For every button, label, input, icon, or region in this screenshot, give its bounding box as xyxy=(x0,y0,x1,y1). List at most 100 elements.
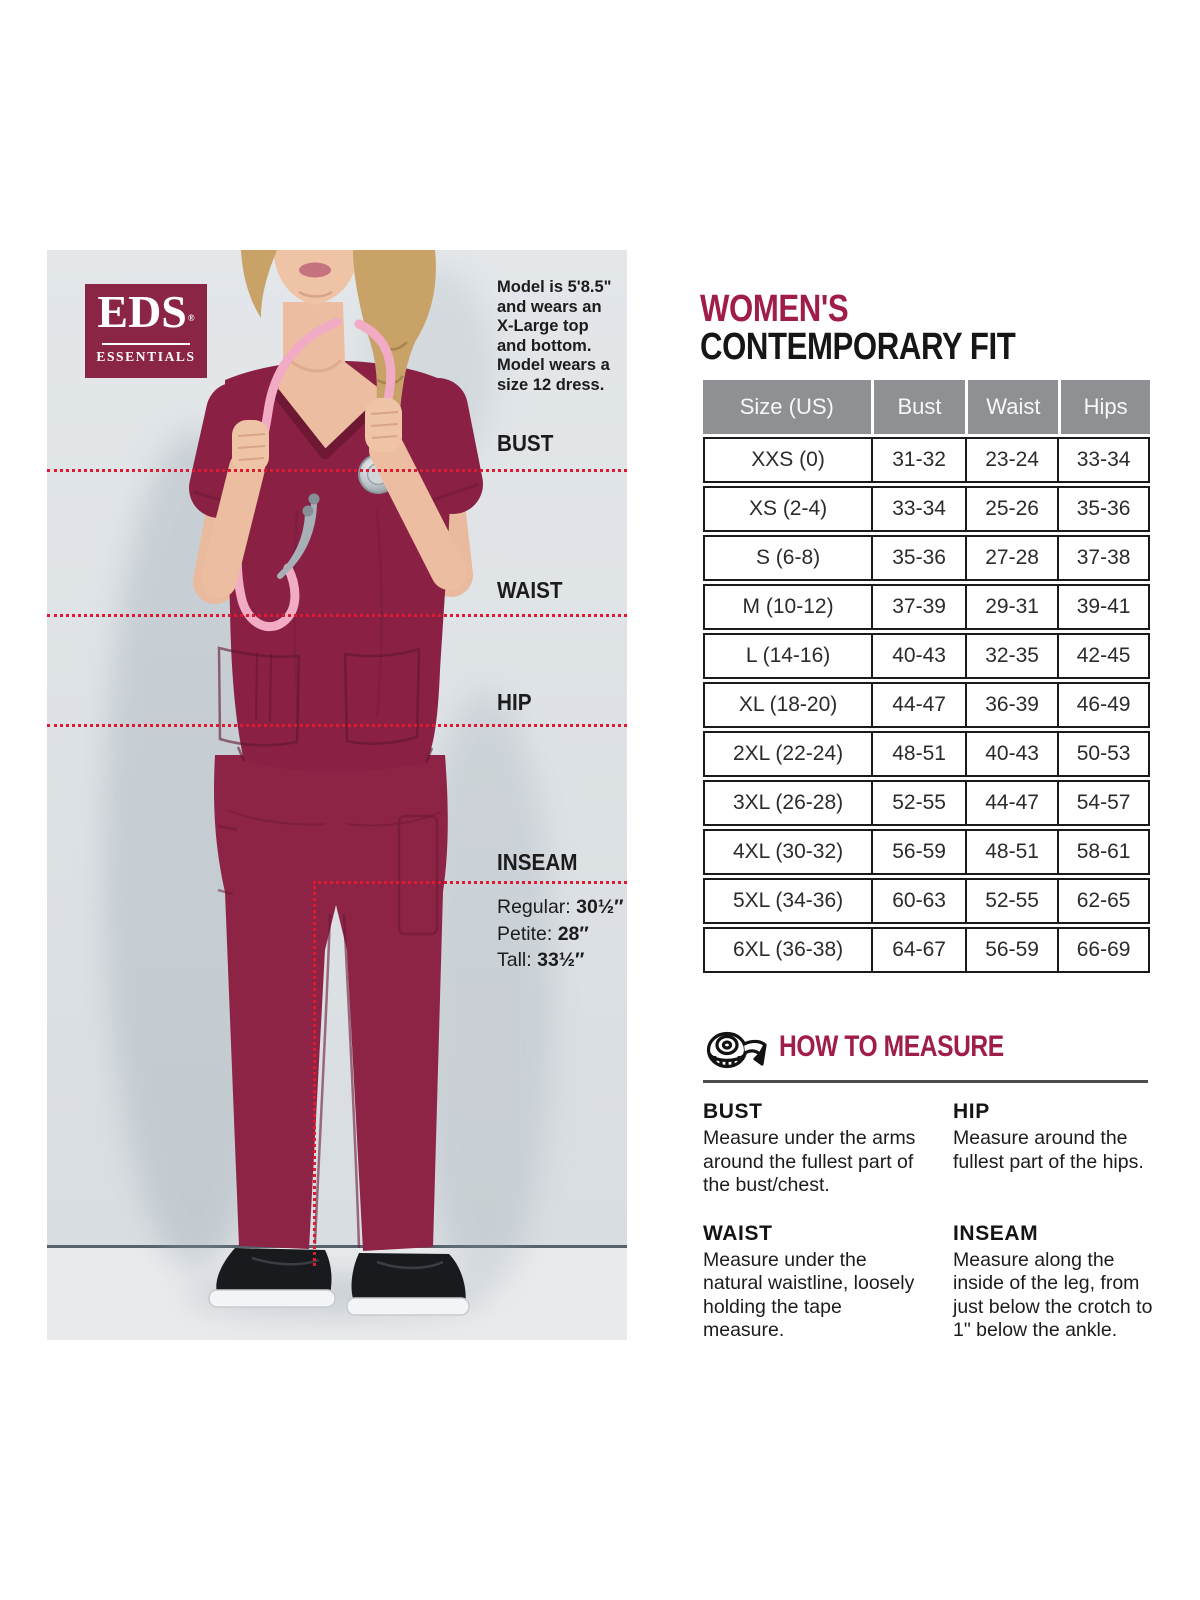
hips-cell: 46-49 xyxy=(1057,684,1148,726)
size-table-row: S (6-8) 35-36 27-28 37-38 xyxy=(703,535,1150,581)
inseam-label: INSEAM xyxy=(497,849,578,875)
waist-cell: 25-26 xyxy=(965,488,1057,530)
waist-cell: 32-35 xyxy=(965,635,1057,677)
size-cell: 4XL (30-32) xyxy=(733,840,844,863)
how-to-measure-divider xyxy=(703,1080,1148,1083)
hips-cell: 33-34 xyxy=(1057,439,1148,481)
size-table-header-cell: Hips xyxy=(1058,380,1150,434)
model-photo-panel: EDS® ESSENTIALS Model is 5'8.5" and wears… xyxy=(47,250,627,1340)
inseam-guide-line-vertical xyxy=(313,881,316,1266)
model-note-line: Model is 5'8.5" xyxy=(497,278,612,296)
brand-logo-essentials: ESSENTIALS xyxy=(96,349,196,364)
model-note-line: and bottom. xyxy=(497,336,592,355)
model-note-line: Model wears a xyxy=(497,356,610,374)
brand-logo-eds: EDS® xyxy=(97,286,195,337)
size-table-row: XS (2-4) 33-34 25-26 35-36 xyxy=(703,486,1150,532)
inseam-detail-line: Petite: 28″ xyxy=(497,922,589,945)
model-photo xyxy=(47,250,627,1340)
waist-guide-line xyxy=(47,614,627,617)
hip-guide-line xyxy=(47,724,627,727)
size-cell: 5XL (34-36) xyxy=(733,889,844,912)
brand-logo: EDS® ESSENTIALS xyxy=(85,284,207,378)
bust-cell: 37-39 xyxy=(871,586,965,628)
hip-label: HIP xyxy=(497,689,532,715)
model-note-line: X-Large top xyxy=(497,317,589,335)
size-table-body: XXS (0) 31-32 23-24 33-34 XS (2-4) 33-34… xyxy=(703,437,1150,973)
hips-cell: 58-61 xyxy=(1057,831,1148,873)
measure-item: WAIST Measure under the natural waistlin… xyxy=(703,1222,953,1343)
inseam-details: Regular: 30½″ Petite: 28″ Tall: 33½″ xyxy=(497,894,623,974)
size-table: Size (US) Bust Waist Hips XXS (0) 31-32 23-… xyxy=(703,380,1150,973)
size-table-row: XL (18-20) 44-47 36-39 46-49 xyxy=(703,682,1150,728)
size-table-header-cell: Waist xyxy=(965,380,1058,434)
hips-cell: 66-69 xyxy=(1057,929,1148,971)
hips-cell: 54-57 xyxy=(1057,782,1148,824)
waist-cell: 36-39 xyxy=(965,684,1057,726)
hips-cell: 50-53 xyxy=(1057,733,1148,775)
page-title-line1: WOMEN'S xyxy=(700,288,849,330)
page-title-line2: CONTEMPORARY FIT xyxy=(700,326,1016,368)
hips-cell: 39-41 xyxy=(1057,586,1148,628)
hips-cell: 35-36 xyxy=(1057,488,1148,530)
measure-item: HIP Measure around the fullest part of t… xyxy=(953,1100,1155,1198)
measure-item-title: WAIST xyxy=(703,1221,773,1245)
bust-cell: 52-55 xyxy=(871,782,965,824)
size-table-row: M (10-12) 37-39 29-31 39-41 xyxy=(703,584,1150,630)
bust-label: BUST xyxy=(497,430,554,456)
how-to-measure-header: HOW TO MEASURE xyxy=(703,1026,1150,1074)
page-title: WOMEN'S CONTEMPORARY FIT xyxy=(700,290,1085,366)
size-table-row: 4XL (30-32) 56-59 48-51 58-61 xyxy=(703,829,1150,875)
registered-mark: ® xyxy=(187,313,195,323)
measure-item-title: BUST xyxy=(703,1100,763,1123)
size-table-header: Size (US) Bust Waist Hips xyxy=(703,380,1150,434)
measure-item-title: INSEAM xyxy=(953,1221,1039,1245)
measure-item-text: Measure under the arms around the fulles… xyxy=(703,1127,916,1196)
size-table-header-cell: Size (US) xyxy=(739,394,834,419)
model-note-line: and wears an xyxy=(497,297,602,316)
size-table-row: L (14-16) 40-43 32-35 42-45 xyxy=(703,633,1150,679)
size-cell: XL (18-20) xyxy=(738,693,838,716)
how-to-measure-title: HOW TO MEASURE xyxy=(779,1030,1004,1063)
size-table-header-cell: Bust xyxy=(870,380,966,434)
size-table-row: 6XL (36-38) 64-67 56-59 66-69 xyxy=(703,927,1150,973)
size-table-row: XXS (0) 31-32 23-24 33-34 xyxy=(703,437,1150,483)
waist-cell: 23-24 xyxy=(965,439,1057,481)
size-cell: 2XL (22-24) xyxy=(733,742,844,765)
size-table-row: 2XL (22-24) 48-51 40-43 50-53 xyxy=(703,731,1150,777)
waist-cell: 29-31 xyxy=(965,586,1057,628)
bust-cell: 31-32 xyxy=(871,439,965,481)
waist-cell: 52-55 xyxy=(965,880,1057,922)
bust-cell: 33-34 xyxy=(871,488,965,530)
bust-cell: 56-59 xyxy=(871,831,965,873)
measure-item-text: Measure under the natural waistline, loo… xyxy=(703,1248,915,1342)
measure-item-text: Measure along the inside of the leg, fro… xyxy=(953,1248,1153,1342)
size-cell: S (6-8) xyxy=(755,546,821,569)
waist-cell: 56-59 xyxy=(965,929,1057,971)
size-cell: XXS (0) xyxy=(751,448,825,471)
hips-cell: 37-38 xyxy=(1057,537,1148,579)
bust-cell: 35-36 xyxy=(871,537,965,579)
size-cell: L (14-16) xyxy=(745,644,831,667)
size-table-row: 5XL (34-36) 60-63 52-55 62-65 xyxy=(703,878,1150,924)
bust-guide-line xyxy=(47,469,627,472)
model-note-line: size 12 dress. xyxy=(497,375,605,394)
tape-measure-icon xyxy=(705,1030,769,1077)
waist-cell: 27-28 xyxy=(965,537,1057,579)
measure-item: BUST Measure under the arms around the f… xyxy=(703,1100,953,1198)
waist-cell: 44-47 xyxy=(965,782,1057,824)
bust-cell: 60-63 xyxy=(871,880,965,922)
hips-cell: 42-45 xyxy=(1057,635,1148,677)
size-table-row: 3XL (26-28) 52-55 44-47 54-57 xyxy=(703,780,1150,826)
hips-cell: 62-65 xyxy=(1057,880,1148,922)
size-cell: XS (2-4) xyxy=(748,497,828,520)
inseam-detail-line: Regular: 30½″ xyxy=(497,896,624,918)
size-cell: 6XL (36-38) xyxy=(733,938,844,961)
bust-cell: 48-51 xyxy=(871,733,965,775)
size-cell: M (10-12) xyxy=(742,595,834,618)
measure-item-text: Measure around the fullest part of the h… xyxy=(953,1127,1144,1173)
model-note: Model is 5'8.5" and wears an X-Large top an… xyxy=(497,278,625,395)
measure-item-title: HIP xyxy=(953,1100,990,1123)
bust-cell: 64-67 xyxy=(871,929,965,971)
inseam-detail-line: Tall: 33½″ xyxy=(497,949,585,971)
